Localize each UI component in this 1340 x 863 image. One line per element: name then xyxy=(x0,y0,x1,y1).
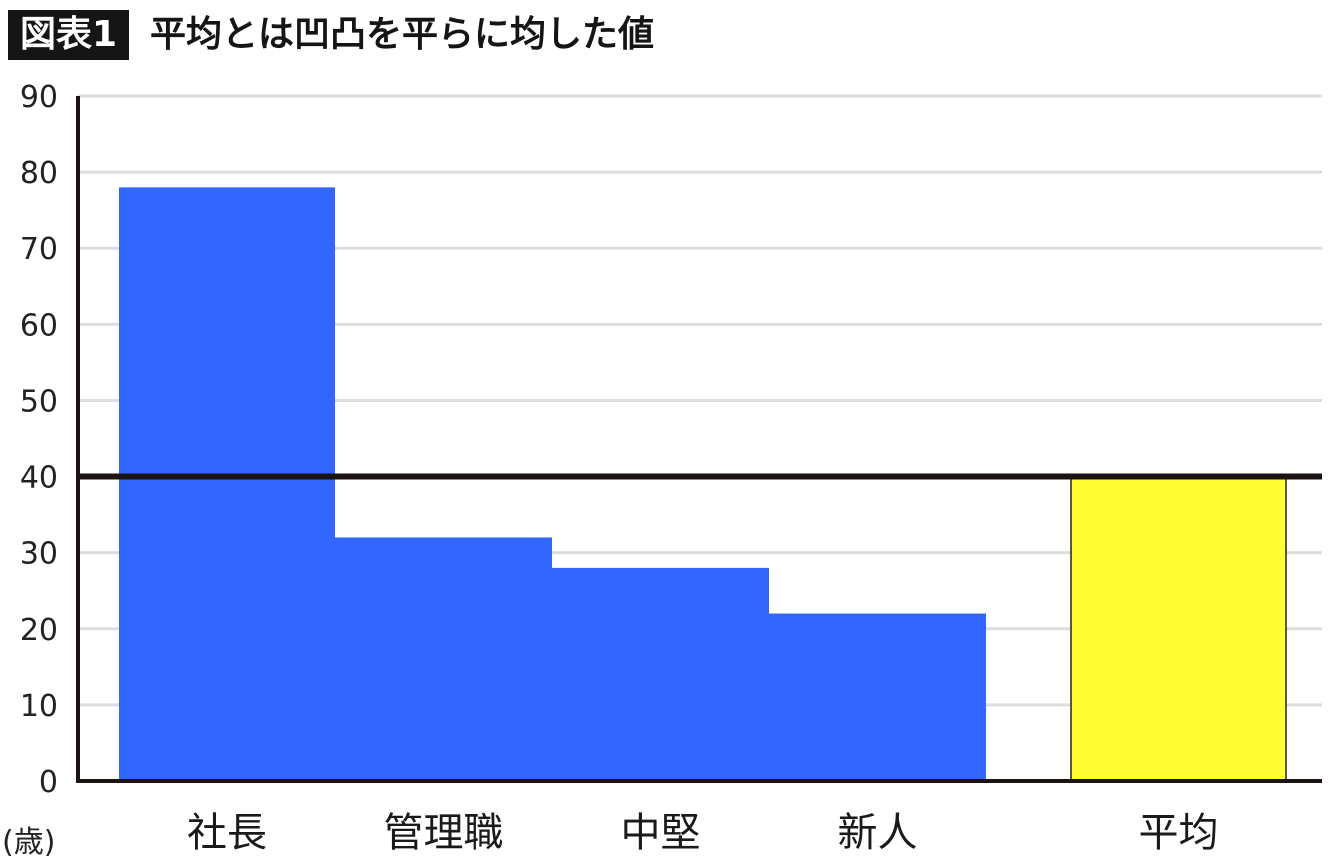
y-tick-label: 40 xyxy=(20,461,58,496)
x-category-labels: 社長 管理職 中堅 新人 平均 xyxy=(187,810,1219,856)
y-tick-label: 60 xyxy=(20,308,58,343)
chart-header: 図表1 平均とは凹凸を平らに均した値 xyxy=(0,0,1340,80)
y-tick-labels: 0 10 20 30 40 50 60 70 80 90 xyxy=(20,80,58,800)
y-tick-label: 50 xyxy=(20,384,58,419)
y-tick-label: 20 xyxy=(20,613,58,648)
bar-4 xyxy=(769,613,986,781)
axes xyxy=(76,96,1322,783)
x-category-label: 管理職 xyxy=(384,810,504,856)
x-category-label: 新人 xyxy=(838,810,918,856)
y-unit-label: (歳) xyxy=(2,825,55,860)
y-tick-label: 30 xyxy=(20,537,58,572)
y-tick-label: 10 xyxy=(20,689,58,724)
bars xyxy=(119,187,1287,782)
x-category-label: 社長 xyxy=(187,810,267,856)
x-category-label: 中堅 xyxy=(621,810,701,856)
bar-1 xyxy=(119,187,335,782)
y-tick-label: 80 xyxy=(20,156,58,191)
y-tick-label: 0 xyxy=(39,765,58,800)
bar-2 xyxy=(335,537,552,781)
figure-badge: 図表1 xyxy=(8,10,130,60)
y-tick-label: 90 xyxy=(20,80,58,115)
y-tick-label: 70 xyxy=(20,232,58,267)
bar-3 xyxy=(552,567,769,781)
x-category-label: 平均 xyxy=(1139,810,1219,856)
chart-title: 平均とは凹凸を平らに均した値 xyxy=(150,14,655,55)
bar-5 xyxy=(1070,475,1287,782)
